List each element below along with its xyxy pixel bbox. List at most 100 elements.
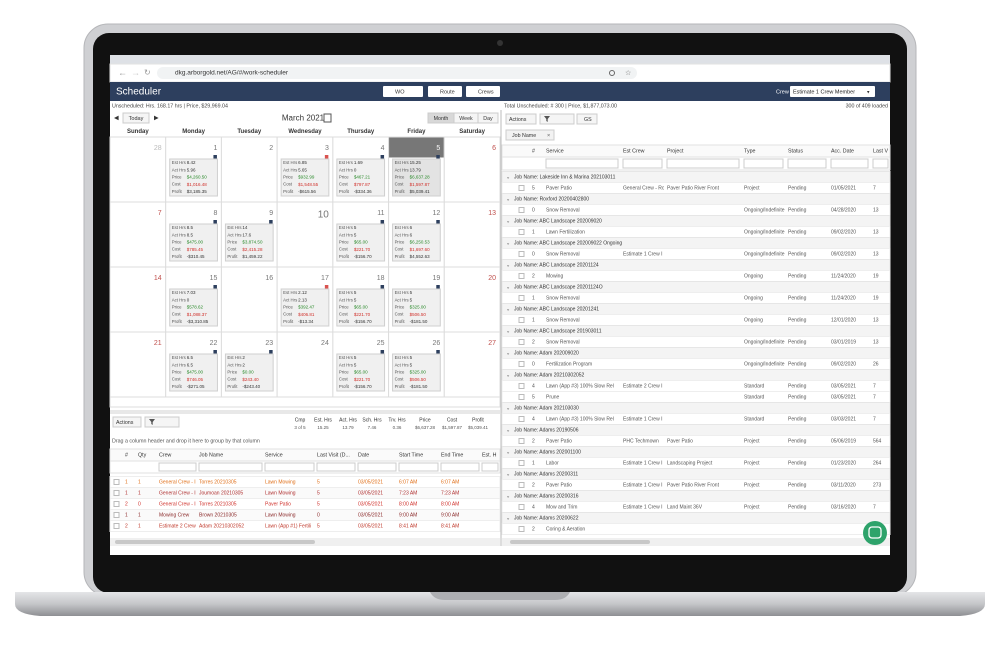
day-card[interactable] (392, 223, 441, 262)
filter-input[interactable] (440, 462, 480, 472)
header-button[interactable] (383, 86, 423, 97)
row-checkbox[interactable] (518, 273, 525, 279)
filter-button[interactable] (144, 416, 180, 428)
day-card[interactable] (224, 353, 274, 392)
day-card[interactable] (336, 288, 386, 327)
today-button[interactable] (122, 112, 150, 124)
row-checkbox[interactable] (113, 479, 120, 485)
row-checkbox[interactable] (518, 460, 525, 466)
grid-row[interactable] (501, 523, 891, 535)
filter-input[interactable] (316, 462, 356, 472)
filter-input[interactable] (481, 462, 499, 472)
row-checkbox[interactable] (518, 504, 525, 510)
group-toggle[interactable]: ⌄ (506, 240, 510, 246)
row-checkbox[interactable] (518, 339, 525, 345)
row-checkbox[interactable] (518, 251, 525, 257)
row-checkbox[interactable] (113, 490, 120, 496)
day-number: 7 (158, 210, 162, 217)
crew-select[interactable] (790, 86, 875, 97)
gs-button[interactable] (576, 113, 598, 125)
back-button[interactable]: ← (118, 67, 127, 77)
filter-input[interactable] (357, 462, 397, 472)
day-card[interactable] (336, 223, 386, 262)
row-checkbox[interactable] (518, 207, 525, 213)
day-card[interactable] (224, 223, 274, 262)
group-toggle[interactable]: ⌄ (506, 196, 510, 202)
reload-button[interactable]: ↻ (144, 68, 151, 77)
filter-input[interactable] (872, 158, 889, 169)
url-field[interactable] (157, 67, 637, 79)
day-card[interactable] (392, 288, 441, 327)
group-toggle[interactable]: ⌄ (506, 174, 510, 180)
row-checkbox[interactable] (113, 523, 120, 529)
filter-input[interactable] (666, 158, 740, 169)
chip-remove[interactable]: × (547, 133, 550, 139)
card-label: Cost (395, 377, 405, 382)
group-toggle[interactable]: ⌄ (506, 262, 510, 268)
filter-input[interactable] (198, 462, 263, 472)
day-card[interactable] (336, 158, 386, 197)
grid-cell: Lawn (App #3) 100% Slow Rel (546, 383, 614, 389)
view-button[interactable] (477, 112, 499, 124)
day-card[interactable] (169, 158, 218, 197)
actions-button[interactable] (112, 416, 142, 428)
forward-button[interactable]: → (131, 67, 140, 77)
filter-input[interactable] (264, 462, 315, 472)
next-button[interactable]: ▶ (154, 116, 159, 122)
group-toggle[interactable]: ⌄ (506, 350, 510, 356)
day-card[interactable] (280, 158, 330, 197)
filter-input[interactable] (787, 158, 827, 169)
row-checkbox[interactable] (113, 512, 120, 518)
row-checkbox[interactable] (518, 394, 525, 400)
search-icon[interactable] (609, 70, 615, 76)
group-toggle[interactable]: ⌄ (506, 427, 510, 433)
group-toggle[interactable]: ⌄ (506, 372, 510, 378)
cell: 2 (532, 273, 535, 279)
chat-button[interactable] (863, 521, 887, 545)
card-label: Price (283, 175, 293, 180)
group-toggle[interactable]: ⌄ (506, 306, 510, 312)
group-toggle[interactable]: ⌄ (506, 449, 510, 455)
row-checkbox[interactable] (518, 317, 525, 323)
calendar-icon[interactable] (323, 113, 332, 123)
row-checkbox[interactable] (518, 482, 525, 488)
grid-row[interactable] (109, 520, 501, 532)
bookmark-icon[interactable]: ☆ (625, 69, 631, 77)
group-toggle[interactable]: ⌄ (506, 405, 510, 411)
row-checkbox[interactable] (518, 361, 525, 367)
row-checkbox[interactable] (113, 501, 120, 507)
group-chip[interactable] (505, 129, 555, 141)
day-card[interactable] (169, 288, 218, 327)
day-card[interactable] (336, 353, 386, 392)
group-toggle[interactable]: ⌄ (506, 471, 510, 477)
row-checkbox[interactable] (518, 229, 525, 235)
group-toggle[interactable]: ⌄ (506, 493, 510, 499)
day-card[interactable] (169, 353, 218, 392)
day-card[interactable] (392, 158, 441, 197)
day-card[interactable] (280, 288, 330, 327)
filter-input[interactable] (743, 158, 784, 169)
group-toggle[interactable]: ⌄ (506, 284, 510, 290)
actions-button[interactable] (505, 113, 537, 125)
filter-input[interactable] (158, 462, 197, 472)
row-checkbox[interactable] (518, 185, 525, 191)
day-card[interactable] (392, 353, 441, 392)
row-checkbox[interactable] (518, 295, 525, 301)
header-button[interactable] (466, 86, 500, 97)
row-checkbox[interactable] (518, 526, 525, 532)
group-toggle[interactable]: ⌄ (506, 515, 510, 521)
group-toggle[interactable]: ⌄ (506, 328, 510, 334)
row-checkbox[interactable] (518, 383, 525, 389)
prev-button[interactable]: ◀ (114, 116, 119, 122)
header-button[interactable] (428, 86, 462, 97)
grid-cell: 5 (317, 501, 320, 507)
row-checkbox[interactable] (518, 416, 525, 422)
filter-input[interactable] (830, 158, 869, 169)
filter-input[interactable] (622, 158, 663, 169)
filter-input[interactable] (545, 158, 619, 169)
filter-input[interactable] (398, 462, 439, 472)
day-card[interactable] (169, 223, 218, 262)
row-checkbox[interactable] (518, 438, 525, 444)
filter-button[interactable] (539, 113, 575, 125)
group-toggle[interactable]: ⌄ (506, 218, 510, 224)
